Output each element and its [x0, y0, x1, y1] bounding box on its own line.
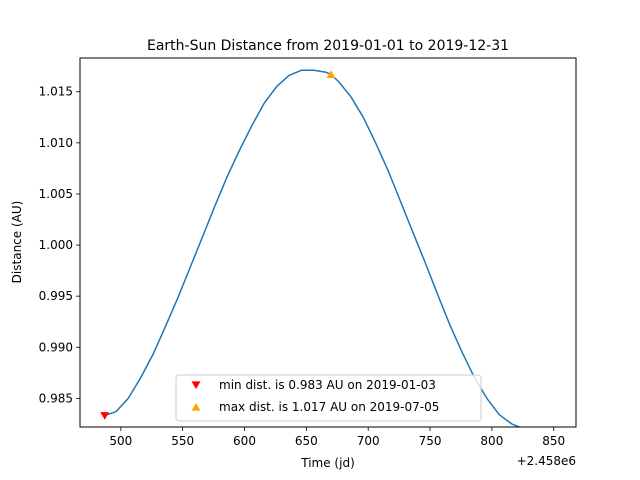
legend-label: max dist. is 1.017 AU on 2019-07-05 [219, 400, 439, 414]
legend-label: min dist. is 0.983 AU on 2019-01-03 [219, 378, 436, 392]
y-tick-label: 1.005 [39, 187, 73, 201]
max-distance-marker [326, 70, 336, 78]
x-axis-label: Time (jd) [300, 456, 355, 470]
x-tick-label: 550 [171, 434, 194, 448]
marker-layer [100, 70, 336, 420]
x-tick-label: 850 [542, 434, 565, 448]
y-tick-label: 0.985 [39, 391, 73, 405]
x-tick-label: 650 [295, 434, 318, 448]
y-tick-label: 0.990 [39, 340, 73, 354]
legend: min dist. is 0.983 AU on 2019-01-03 max d… [175, 374, 482, 422]
y-tick-label: 0.995 [39, 289, 73, 303]
ticks-layer: 500 550 600 650 700 750 800 850 0.985 0.990 0.995 1… [39, 85, 566, 448]
y-axis-label: Distance (AU) [10, 201, 24, 284]
min-distance-marker [100, 412, 110, 420]
x-tick-label: 700 [357, 434, 380, 448]
chart-title: Earth-Sun Distance from 2019-01-01 to 20… [147, 38, 509, 54]
x-tick-label: 600 [233, 434, 256, 448]
x-tick-label: 800 [480, 434, 503, 448]
legend-marker [191, 402, 201, 411]
y-tick-label: 1.000 [39, 238, 73, 252]
y-tick-label: 1.015 [39, 85, 73, 99]
legend-box [175, 374, 482, 422]
plot-frame [79, 57, 577, 428]
x-tick-label: 750 [419, 434, 442, 448]
y-tick-label: 1.010 [39, 136, 73, 150]
x-offset-label: +2.458e6 [517, 454, 576, 468]
x-tick-label: 500 [109, 434, 132, 448]
legend-marker [191, 381, 201, 390]
